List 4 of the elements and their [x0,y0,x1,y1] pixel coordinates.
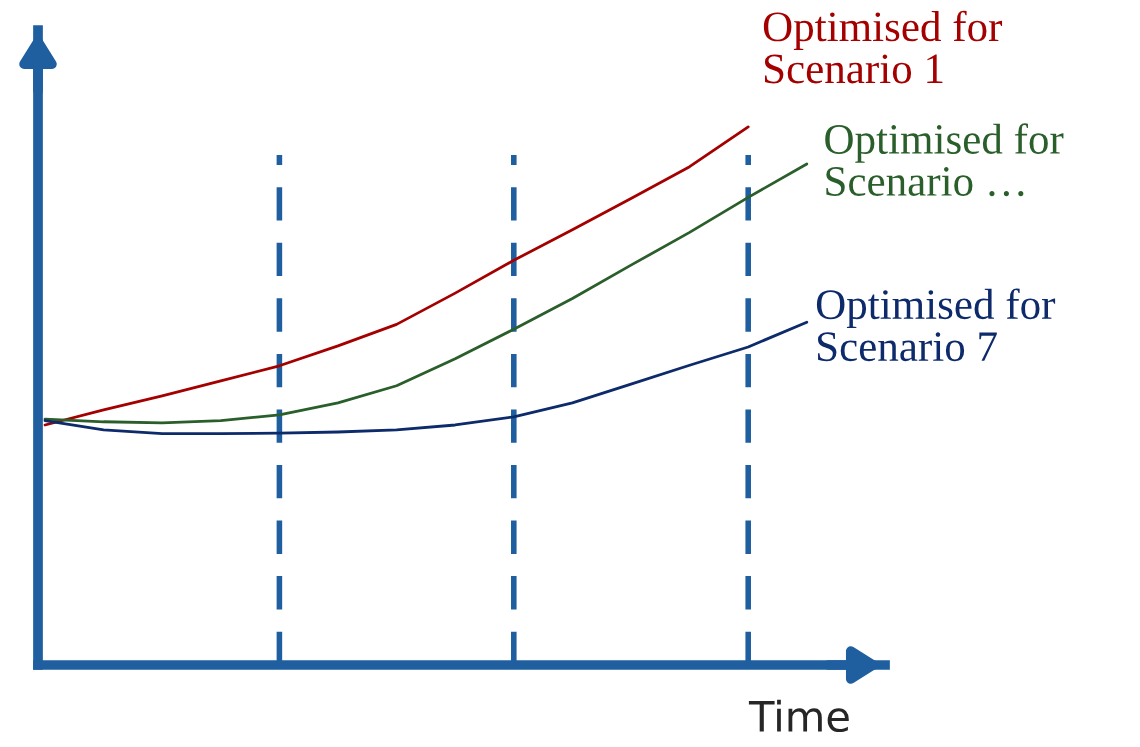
series-label: Optimised for Scenario 1 [763,10,1003,84]
x-axis-title: Time [748,699,849,733]
series-label: Optimised for Scenario … [825,123,1064,197]
series-label: Optimised for Scenario 7 [816,288,1056,362]
